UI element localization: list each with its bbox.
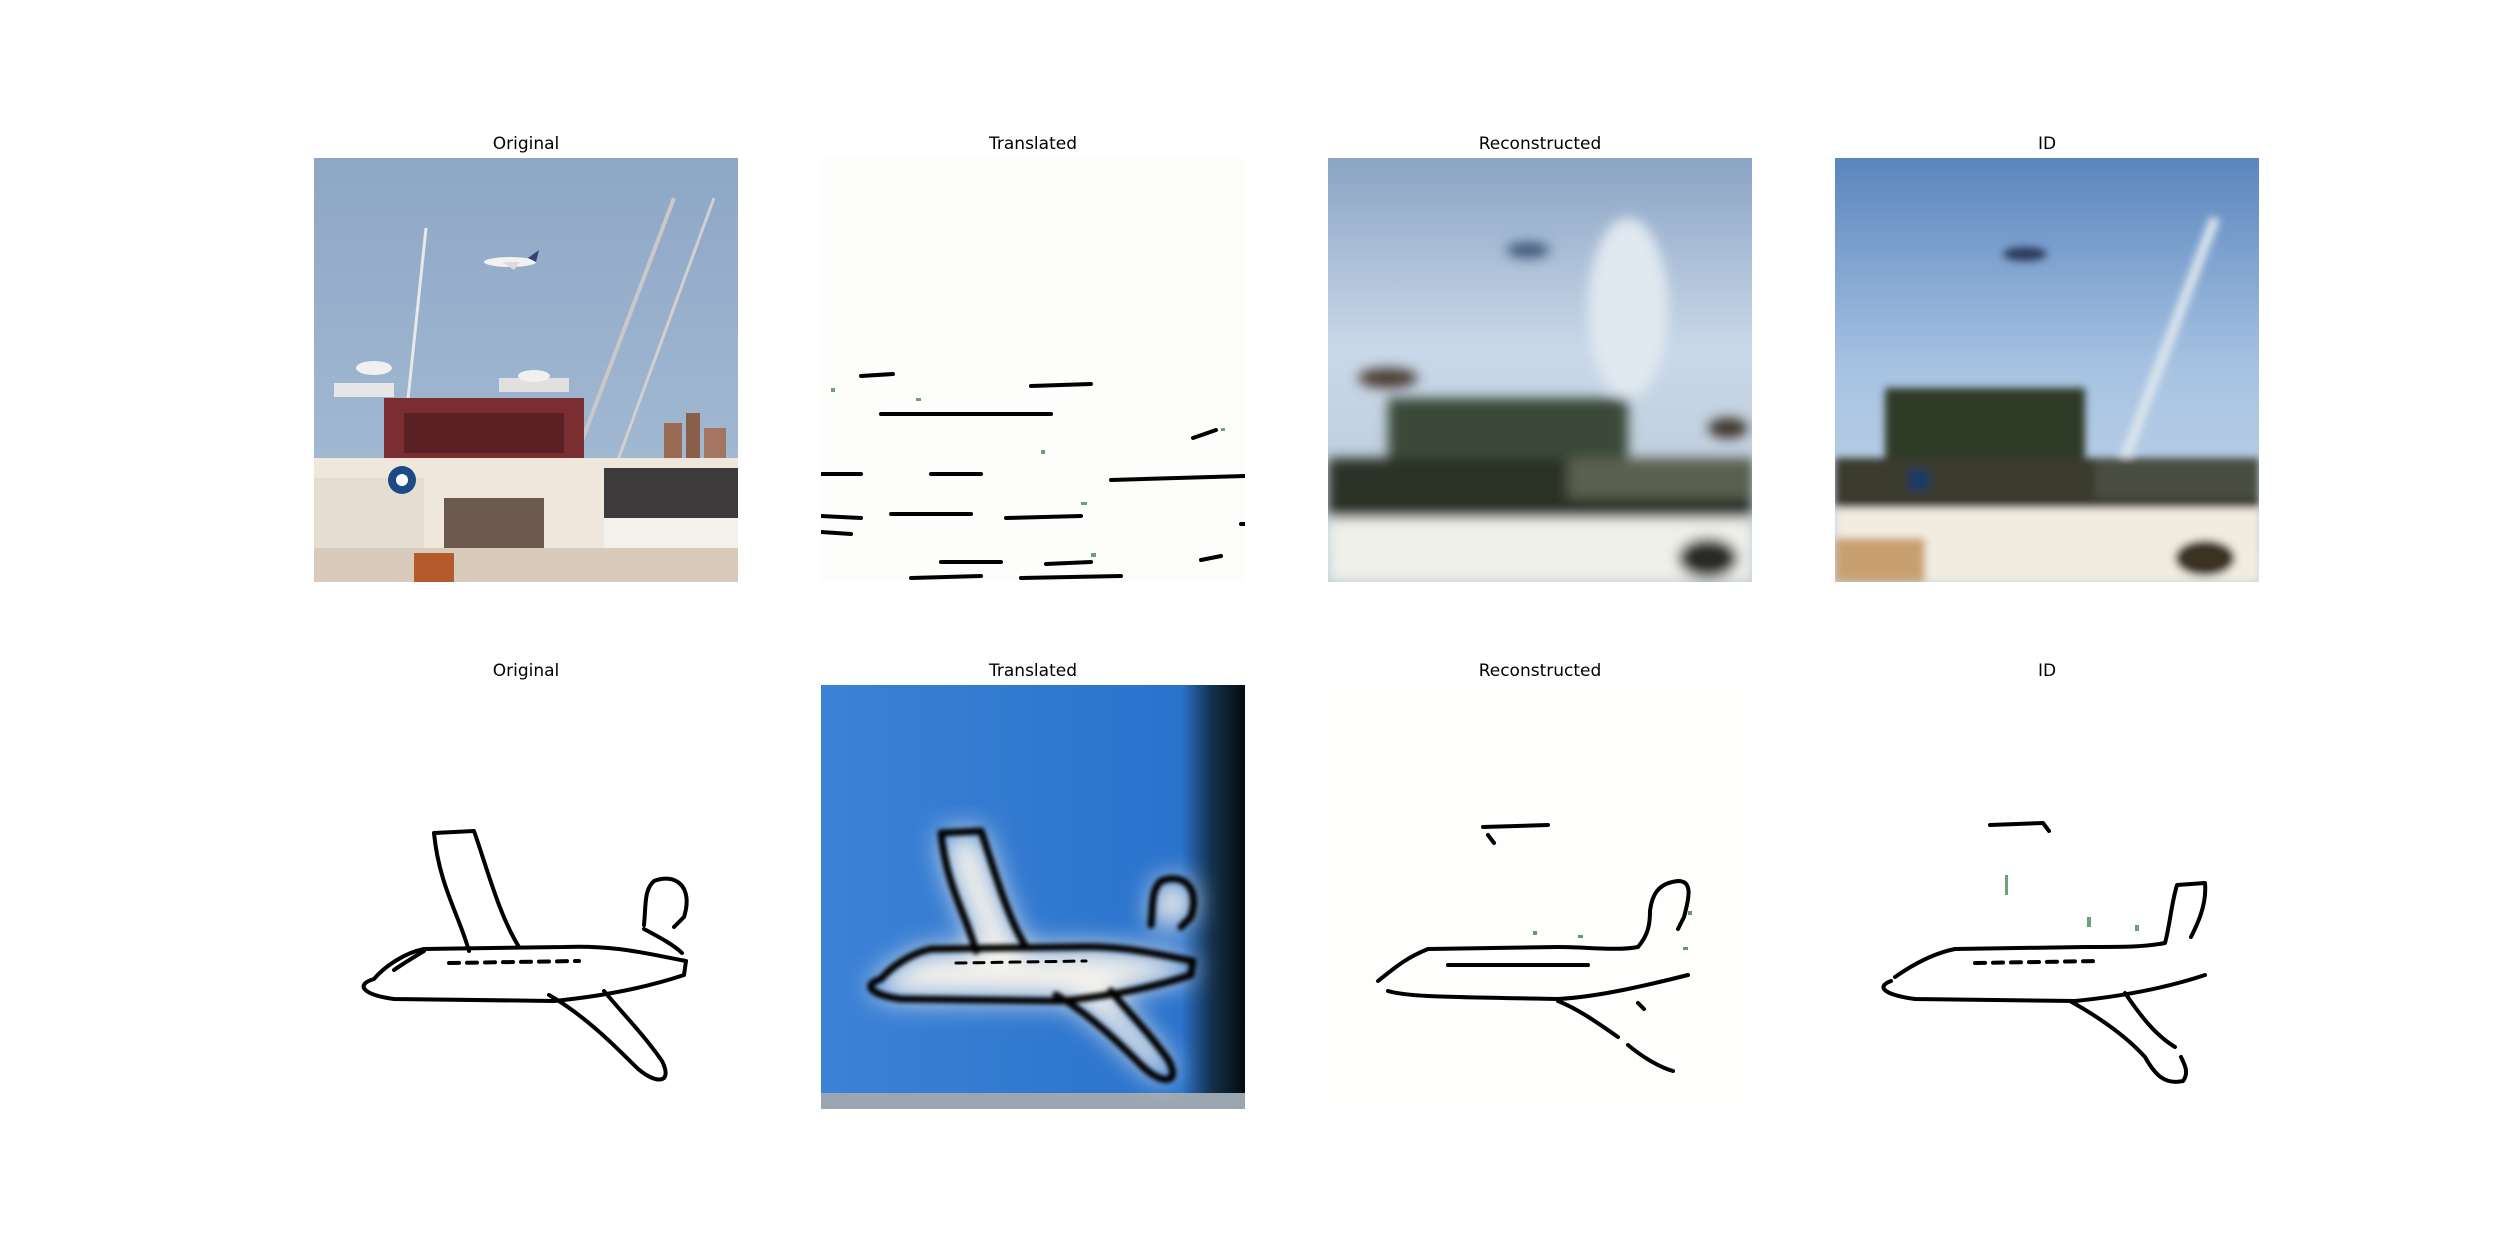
row2-translated-panel: Translated bbox=[821, 661, 1245, 1109]
row1-translated-panel: Translated bbox=[821, 134, 1245, 582]
panel-title: Reconstructed bbox=[1478, 661, 1602, 681]
panel-title: Translated bbox=[989, 134, 1077, 154]
boats-photo bbox=[314, 158, 738, 582]
panel-title: Reconstructed bbox=[1478, 134, 1602, 154]
panel-title: Translated bbox=[989, 661, 1077, 681]
row1-id-panel: ID bbox=[1835, 134, 2259, 582]
translated-sketch-fragments bbox=[821, 158, 1245, 582]
id-sketch bbox=[1835, 685, 2259, 1109]
reconstructed-blurry-photo bbox=[1328, 158, 1752, 582]
airplane-sketch bbox=[314, 685, 738, 1109]
panel-title: ID bbox=[2037, 661, 2057, 681]
row2-reconstructed-panel: Reconstructed bbox=[1328, 661, 1752, 1109]
panel-title: Original bbox=[492, 134, 560, 154]
panel-title: ID bbox=[2037, 134, 2057, 154]
reconstructed-sketch bbox=[1328, 685, 1752, 1109]
row1-reconstructed-panel: Reconstructed bbox=[1328, 134, 1752, 582]
row1-original-panel: Original bbox=[314, 134, 738, 582]
row2-id-panel: ID bbox=[1835, 661, 2259, 1109]
airplane-shape bbox=[484, 250, 539, 270]
row2-original-panel: Original bbox=[314, 661, 738, 1109]
translated-colored-airplane bbox=[821, 685, 1245, 1109]
panel-title: Original bbox=[492, 661, 560, 681]
id-blurry-photo bbox=[1835, 158, 2259, 582]
